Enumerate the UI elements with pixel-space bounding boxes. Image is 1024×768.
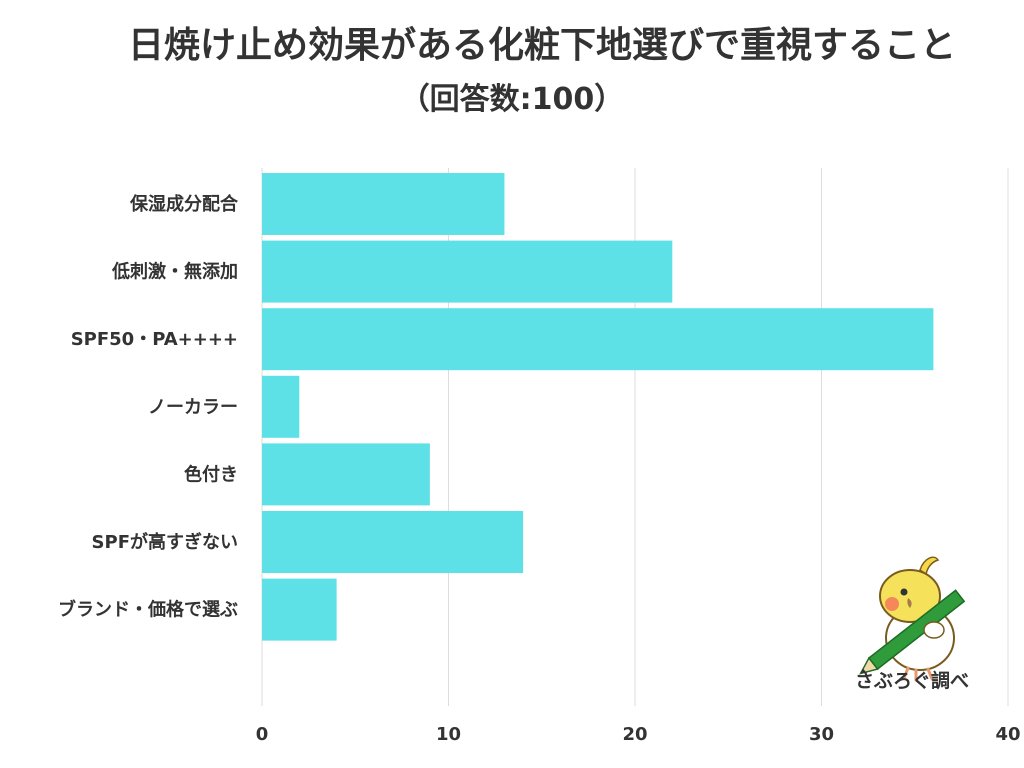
x-tick-label: 20 (622, 724, 647, 745)
bar (262, 308, 934, 371)
bar (262, 578, 337, 641)
category-label: SPFが高すぎない (92, 531, 238, 553)
x-tick-label: 0 (256, 724, 269, 745)
chart-title: 日焼け止め効果がある化粧下地選びで重視すること (127, 25, 956, 66)
category-label: 色付き (184, 463, 238, 485)
category-label: 保湿成分配合 (129, 193, 239, 215)
x-tick-label: 10 (436, 724, 461, 745)
bar (262, 240, 673, 303)
category-label: SPF50・PA++++ (71, 329, 238, 350)
bird-with-pencil-icon (859, 556, 966, 682)
x-tick-label: 30 (809, 724, 834, 745)
category-label: 低刺激・無添加 (111, 261, 238, 283)
bar (262, 375, 300, 438)
x-axis-tick-labels: 0 10 20 30 40 (256, 724, 1021, 745)
bar (262, 511, 524, 573)
bars (262, 173, 934, 641)
category-label: ブランド・価格で選ぶ (58, 599, 238, 621)
bar (262, 443, 430, 506)
source-credit: さぶろぐ調べ (854, 670, 969, 692)
x-tick-label: 40 (995, 724, 1020, 745)
chart-subtitle: （回答数:100） (399, 82, 625, 117)
category-label: ノーカラー (148, 397, 238, 418)
bar (262, 173, 505, 235)
